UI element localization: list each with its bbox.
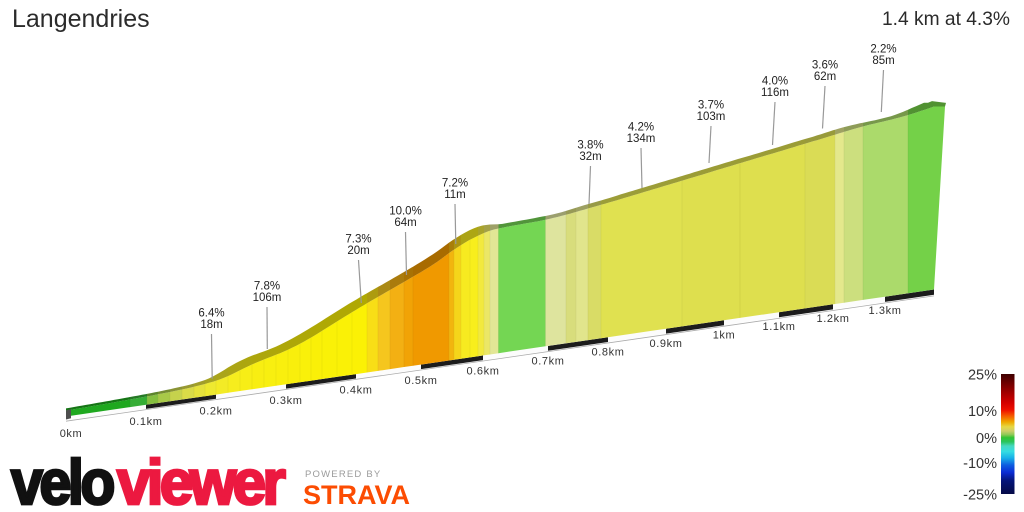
svg-text:0.8km: 0.8km — [592, 347, 625, 359]
svg-text:0.1km: 0.1km — [130, 416, 163, 428]
svg-text:25%: 25% — [968, 368, 997, 384]
svg-text:4.0%: 4.0% — [762, 76, 788, 88]
svg-text:-10%: -10% — [963, 456, 997, 472]
svg-text:-25%: -25% — [963, 488, 997, 504]
svg-text:Langendries: Langendries — [12, 5, 150, 33]
svg-text:62m: 62m — [814, 71, 836, 83]
svg-text:POWERED BY: POWERED BY — [305, 469, 381, 480]
svg-text:7.3%: 7.3% — [345, 234, 371, 246]
svg-text:103m: 103m — [697, 111, 726, 123]
svg-text:3.8%: 3.8% — [577, 140, 603, 152]
svg-text:0%: 0% — [976, 431, 997, 447]
svg-text:1.4 km at 4.3%: 1.4 km at 4.3% — [882, 9, 1010, 30]
svg-text:viewer: viewer — [117, 448, 285, 512]
svg-text:7.8%: 7.8% — [254, 281, 280, 293]
svg-text:0km: 0km — [60, 428, 83, 440]
svg-text:STRAVA: STRAVA — [303, 480, 410, 510]
svg-text:1km: 1km — [713, 329, 736, 341]
svg-text:velo: velo — [11, 448, 114, 512]
svg-text:106m: 106m — [253, 292, 282, 304]
svg-text:0.7km: 0.7km — [532, 356, 565, 368]
svg-text:2.2%: 2.2% — [870, 44, 896, 56]
svg-text:4.2%: 4.2% — [628, 122, 654, 134]
svg-text:18m: 18m — [200, 319, 222, 331]
svg-text:20m: 20m — [347, 245, 369, 257]
svg-text:1.2km: 1.2km — [817, 313, 850, 325]
svg-text:64m: 64m — [394, 217, 416, 229]
svg-text:116m: 116m — [761, 87, 789, 99]
svg-text:0.3km: 0.3km — [270, 395, 303, 407]
svg-text:134m: 134m — [627, 133, 656, 145]
svg-text:0.4km: 0.4km — [340, 385, 373, 397]
svg-text:0.9km: 0.9km — [650, 338, 683, 350]
svg-text:11m: 11m — [444, 189, 466, 201]
svg-text:1.1km: 1.1km — [763, 321, 796, 333]
svg-text:3.7%: 3.7% — [698, 100, 724, 112]
svg-text:32m: 32m — [579, 151, 601, 163]
svg-text:7.2%: 7.2% — [442, 178, 468, 190]
svg-text:3.6%: 3.6% — [812, 60, 838, 72]
svg-text:0.6km: 0.6km — [467, 366, 500, 378]
svg-text:10.0%: 10.0% — [389, 206, 422, 218]
svg-text:1.3km: 1.3km — [869, 305, 902, 317]
svg-text:0.2km: 0.2km — [200, 406, 233, 418]
svg-text:85m: 85m — [872, 55, 894, 67]
svg-text:10%: 10% — [968, 404, 997, 420]
svg-text:6.4%: 6.4% — [198, 308, 224, 320]
svg-text:0.5km: 0.5km — [405, 375, 438, 387]
